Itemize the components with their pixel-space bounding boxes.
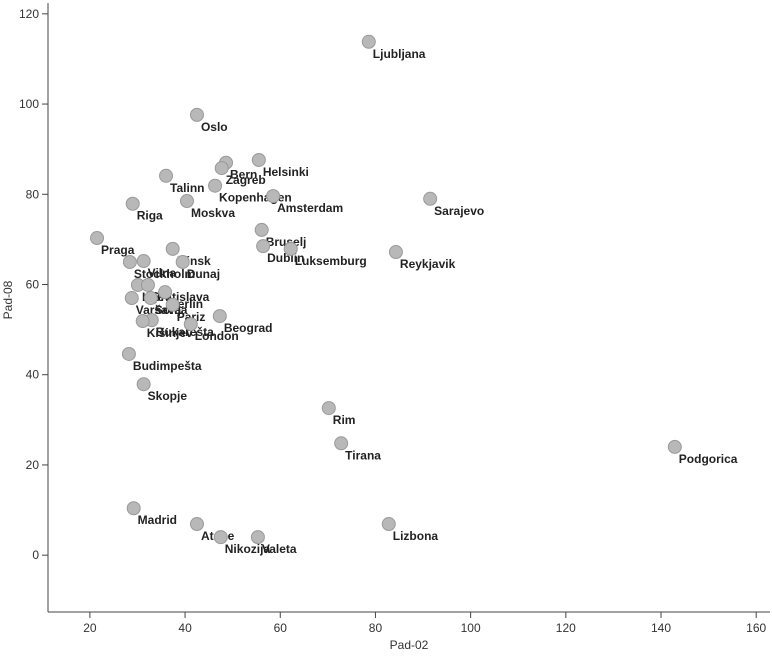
y-tick-label: 120: [19, 7, 39, 21]
point-label: Riga: [137, 209, 163, 223]
point-label: Oslo: [201, 120, 228, 134]
point: [266, 189, 281, 204]
point: [667, 439, 682, 454]
point-label: Talinn: [170, 181, 204, 195]
point: [124, 291, 139, 306]
point-label: Rim: [333, 413, 356, 427]
point: [254, 222, 269, 237]
point-label: Bukarešta: [156, 325, 214, 339]
point: [334, 436, 349, 451]
point: [179, 194, 194, 209]
point: [361, 34, 376, 49]
point-label: Beograd: [224, 321, 273, 335]
point: [136, 254, 151, 269]
point: [143, 291, 158, 306]
point: [381, 517, 396, 532]
point: [165, 241, 180, 256]
point-label: Vilna: [148, 266, 177, 280]
point: [250, 530, 265, 545]
point: [136, 377, 151, 392]
point-label: Podgorica: [679, 452, 738, 466]
point: [321, 401, 336, 416]
x-tick-label: 60: [274, 621, 288, 635]
point-label: Luksemburg: [295, 254, 367, 268]
point-label: Moskva: [191, 206, 235, 220]
point-label: Amsterdam: [277, 201, 343, 215]
point-label: Helsinki: [263, 165, 309, 179]
point: [125, 196, 140, 211]
point-label: Stockholm: [134, 267, 195, 281]
x-axis-label: Pad-02: [390, 638, 429, 652]
point: [158, 285, 173, 300]
point-label: Valeta: [262, 542, 297, 556]
point-label: London: [195, 329, 239, 343]
point-label: Skopje: [148, 389, 188, 403]
y-tick-label: 0: [32, 548, 39, 562]
x-tick-label: 20: [83, 621, 97, 635]
point: [256, 239, 271, 254]
point: [423, 191, 438, 206]
point: [388, 245, 403, 260]
point: [214, 161, 229, 176]
point-label: Budimpešta: [133, 359, 202, 373]
x-tick-label: 80: [369, 621, 383, 635]
point: [140, 277, 155, 292]
y-axis-label: Pad-08: [1, 280, 15, 319]
x-tick-label: 100: [461, 621, 481, 635]
y-tick-label: 40: [26, 368, 40, 382]
point-label: Ljubljana: [373, 47, 426, 61]
point-label: Pariz: [177, 310, 206, 324]
point-label: Dunaj: [187, 267, 220, 281]
point: [189, 517, 204, 532]
point: [283, 241, 298, 256]
x-tick-label: 120: [556, 621, 576, 635]
point: [213, 530, 228, 545]
point: [189, 107, 204, 122]
point: [122, 254, 137, 269]
point: [126, 501, 141, 516]
point-label: Kišinjev: [147, 326, 193, 340]
x-tick-label: 140: [651, 621, 671, 635]
point: [208, 178, 223, 193]
point-label: Dublin: [267, 251, 304, 265]
point: [135, 314, 150, 329]
point-label: Madrid: [138, 513, 177, 527]
point-label: Nikozija: [225, 542, 271, 556]
point-label: Zagreb: [226, 173, 266, 187]
point: [165, 297, 180, 312]
point-label: Praga: [101, 243, 135, 257]
x-tick-label: 40: [178, 621, 192, 635]
y-tick-label: 20: [26, 458, 40, 472]
point: [90, 231, 105, 246]
point-label: Sarajevo: [434, 204, 484, 218]
point: [175, 254, 190, 269]
point-label: Lizbona: [393, 529, 439, 543]
point: [251, 152, 266, 167]
y-tick-label: 60: [26, 277, 40, 291]
point: [159, 168, 174, 183]
point: [121, 346, 136, 361]
point-label: Tirana: [345, 448, 381, 462]
point-label: Reykjavik: [400, 257, 456, 271]
y-tick-label: 80: [26, 187, 40, 201]
y-tick-label: 100: [19, 97, 39, 111]
point: [212, 309, 227, 324]
x-tick-label: 160: [746, 621, 766, 635]
point: [183, 317, 198, 332]
point-label: Bern: [230, 168, 257, 182]
